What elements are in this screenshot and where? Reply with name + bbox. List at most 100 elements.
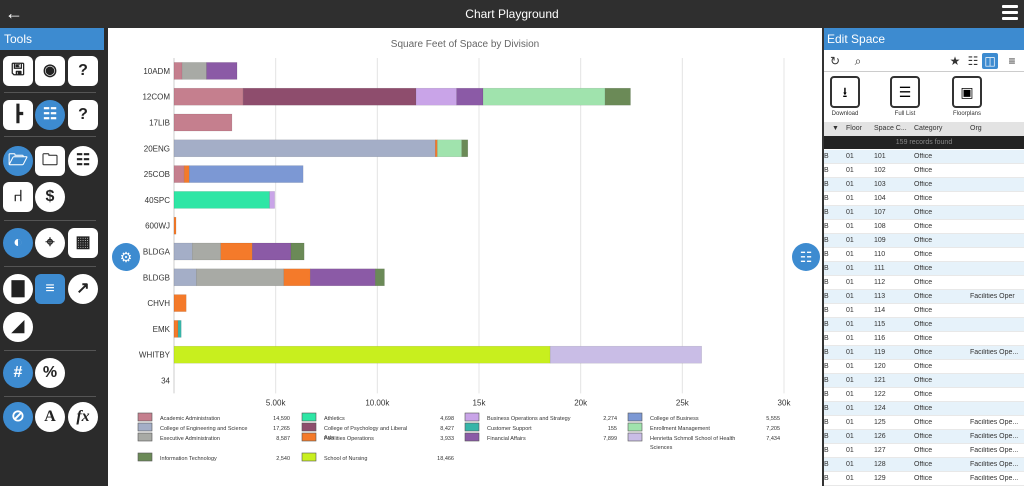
table-row[interactable]: B 01 121 Office xyxy=(824,374,1024,388)
table-cell: Facilities Oper xyxy=(970,293,1015,300)
table-cell: Office xyxy=(914,279,933,286)
bar-chart-icon[interactable]: ▇ xyxy=(3,274,33,304)
x-tick-label: 5.00k xyxy=(266,398,287,407)
eye-icon[interactable]: ◉ xyxy=(35,56,65,86)
table-row[interactable]: B 01 127 Office Facilities Ope... xyxy=(824,444,1024,458)
col-space[interactable]: Space C... xyxy=(874,125,907,132)
percent-icon[interactable]: % xyxy=(35,358,65,388)
bar-segment xyxy=(173,191,270,209)
hamburger-menu-icon[interactable] xyxy=(1002,5,1018,21)
area-chart-icon[interactable]: ◢ xyxy=(3,312,33,342)
help-icon-2[interactable]: ? xyxy=(68,100,98,130)
table-row[interactable]: B 01 129 Office Facilities Ope... xyxy=(824,472,1024,486)
table-row[interactable]: B 01 102 Office xyxy=(824,164,1024,178)
org-chart-icon[interactable]: ☷ xyxy=(35,100,65,130)
folder-image-icon[interactable]: 🗀 xyxy=(35,146,65,176)
y-tick-label: 10ADM xyxy=(143,67,170,76)
filter-icon[interactable]: ▼ xyxy=(832,125,839,132)
table-row[interactable]: B 01 107 Office xyxy=(824,206,1024,220)
table-cell: 01 xyxy=(846,433,854,440)
table-row[interactable]: B 01 124 Office xyxy=(824,402,1024,416)
table-cell: 103 xyxy=(874,181,886,188)
grid-view-icon[interactable]: ☷ xyxy=(967,54,979,68)
table-row[interactable]: B 01 114 Office xyxy=(824,304,1024,318)
table-cell: Office xyxy=(914,321,933,328)
hash-icon[interactable]: # xyxy=(3,358,33,388)
table-row[interactable]: B 01 104 Office xyxy=(824,192,1024,206)
col-org[interactable]: Org xyxy=(970,125,982,132)
download-button[interactable]: ⭳ xyxy=(830,76,860,108)
save-icon[interactable]: 🖫 xyxy=(3,56,33,86)
legend-swatch xyxy=(137,412,153,422)
tree-icon[interactable]: ┣ xyxy=(3,100,33,130)
dollar-icon[interactable]: $ xyxy=(35,182,65,212)
help-icon[interactable]: ? xyxy=(68,56,98,86)
legend-label: Financial Affairs xyxy=(487,436,526,442)
table-row[interactable]: B 01 103 Office xyxy=(824,178,1024,192)
col-category[interactable]: Category xyxy=(914,125,943,132)
table-row[interactable]: B 01 125 Office Facilities Ope... xyxy=(824,416,1024,430)
table-cell: 101 xyxy=(874,153,886,160)
table-row[interactable]: B 01 126 Office Facilities Ope... xyxy=(824,430,1024,444)
table-cell: 01 xyxy=(846,293,854,300)
table-row[interactable]: B 01 111 Office xyxy=(824,262,1024,276)
table-cell: Office xyxy=(914,335,933,342)
grid-icon[interactable]: ☷ xyxy=(68,146,98,176)
function-icon[interactable]: fx xyxy=(68,402,98,432)
table-row[interactable]: B 01 115 Office xyxy=(824,318,1024,332)
table-cell: B xyxy=(824,181,829,188)
table-cell: Office xyxy=(914,377,933,384)
folder-settings-icon[interactable]: 🗁 xyxy=(3,146,33,176)
table-cell: Office xyxy=(914,237,933,244)
legend-swatch xyxy=(301,432,317,442)
table-row[interactable]: B 01 109 Office xyxy=(824,234,1024,248)
table-cell: Facilities Ope... xyxy=(970,349,1019,356)
table-row[interactable]: B 01 119 Office Facilities Ope... xyxy=(824,346,1024,360)
bar-segment xyxy=(309,268,376,287)
horizontal-bar-chart-icon[interactable]: ≡ xyxy=(35,274,65,304)
floorplans-button[interactable]: ▣ xyxy=(952,76,982,108)
table-cell: B xyxy=(824,195,829,202)
table-cell: Office xyxy=(914,181,933,188)
building-icon[interactable]: ▦ xyxy=(68,228,98,258)
no-icon[interactable]: ⊘ xyxy=(3,402,33,432)
legend-value: 17,265 xyxy=(273,426,290,432)
bar-segment xyxy=(290,242,305,261)
line-chart-icon[interactable]: ↗ xyxy=(68,274,98,304)
table-row[interactable]: B 01 128 Office Facilities Ope... xyxy=(824,458,1024,472)
chart-pane: Square Feet of Space by Division 5.00k 10… xyxy=(108,28,822,486)
table-row[interactable]: B 01 116 Office xyxy=(824,332,1024,346)
compass-icon[interactable]: ⌖ xyxy=(35,228,65,258)
star-icon[interactable]: ★ xyxy=(949,54,961,68)
legend-label: Executive Administration xyxy=(160,436,220,442)
search-icon[interactable]: ⌕ xyxy=(854,54,862,68)
back-arrow-icon[interactable]: ← xyxy=(5,3,23,23)
table-cell: 01 xyxy=(846,167,854,174)
col-floor[interactable]: Floor xyxy=(846,125,862,132)
table-cell: B xyxy=(824,433,829,440)
grid-toggle-icon[interactable]: ☷ xyxy=(792,243,820,271)
list-view-icon[interactable]: ≡ xyxy=(1008,54,1016,68)
full-list-button[interactable]: ☰ xyxy=(890,76,920,108)
table-row[interactable]: B 01 112 Office xyxy=(824,276,1024,290)
y-tick-label: BLDGB xyxy=(143,273,170,282)
globe-icon[interactable]: ◐ xyxy=(3,228,33,258)
bar-segment xyxy=(456,87,484,106)
edit-space-header: Edit Space xyxy=(824,28,1024,50)
table-cell: 115 xyxy=(874,321,886,328)
floorplans-label: Floorplans xyxy=(952,111,981,117)
table-row[interactable]: B 01 113 Office Facilities Oper xyxy=(824,290,1024,304)
table-row[interactable]: B 01 101 Office xyxy=(824,150,1024,164)
table-row[interactable]: B 01 108 Office xyxy=(824,220,1024,234)
chart-settings-gear-icon[interactable]: ⚙ xyxy=(112,243,140,271)
split-view-icon[interactable]: ◫ xyxy=(982,53,998,69)
bar-segment xyxy=(173,345,551,364)
refresh-icon[interactable]: ↻ xyxy=(829,54,841,68)
table-cell: 01 xyxy=(846,461,854,468)
table-row[interactable]: B 01 120 Office xyxy=(824,360,1024,374)
font-icon[interactable]: A xyxy=(35,402,65,432)
table-row[interactable]: B 01 110 Office xyxy=(824,248,1024,262)
table-row[interactable]: B 01 122 Office xyxy=(824,388,1024,402)
chair-icon[interactable]: ⑁ xyxy=(3,182,33,212)
